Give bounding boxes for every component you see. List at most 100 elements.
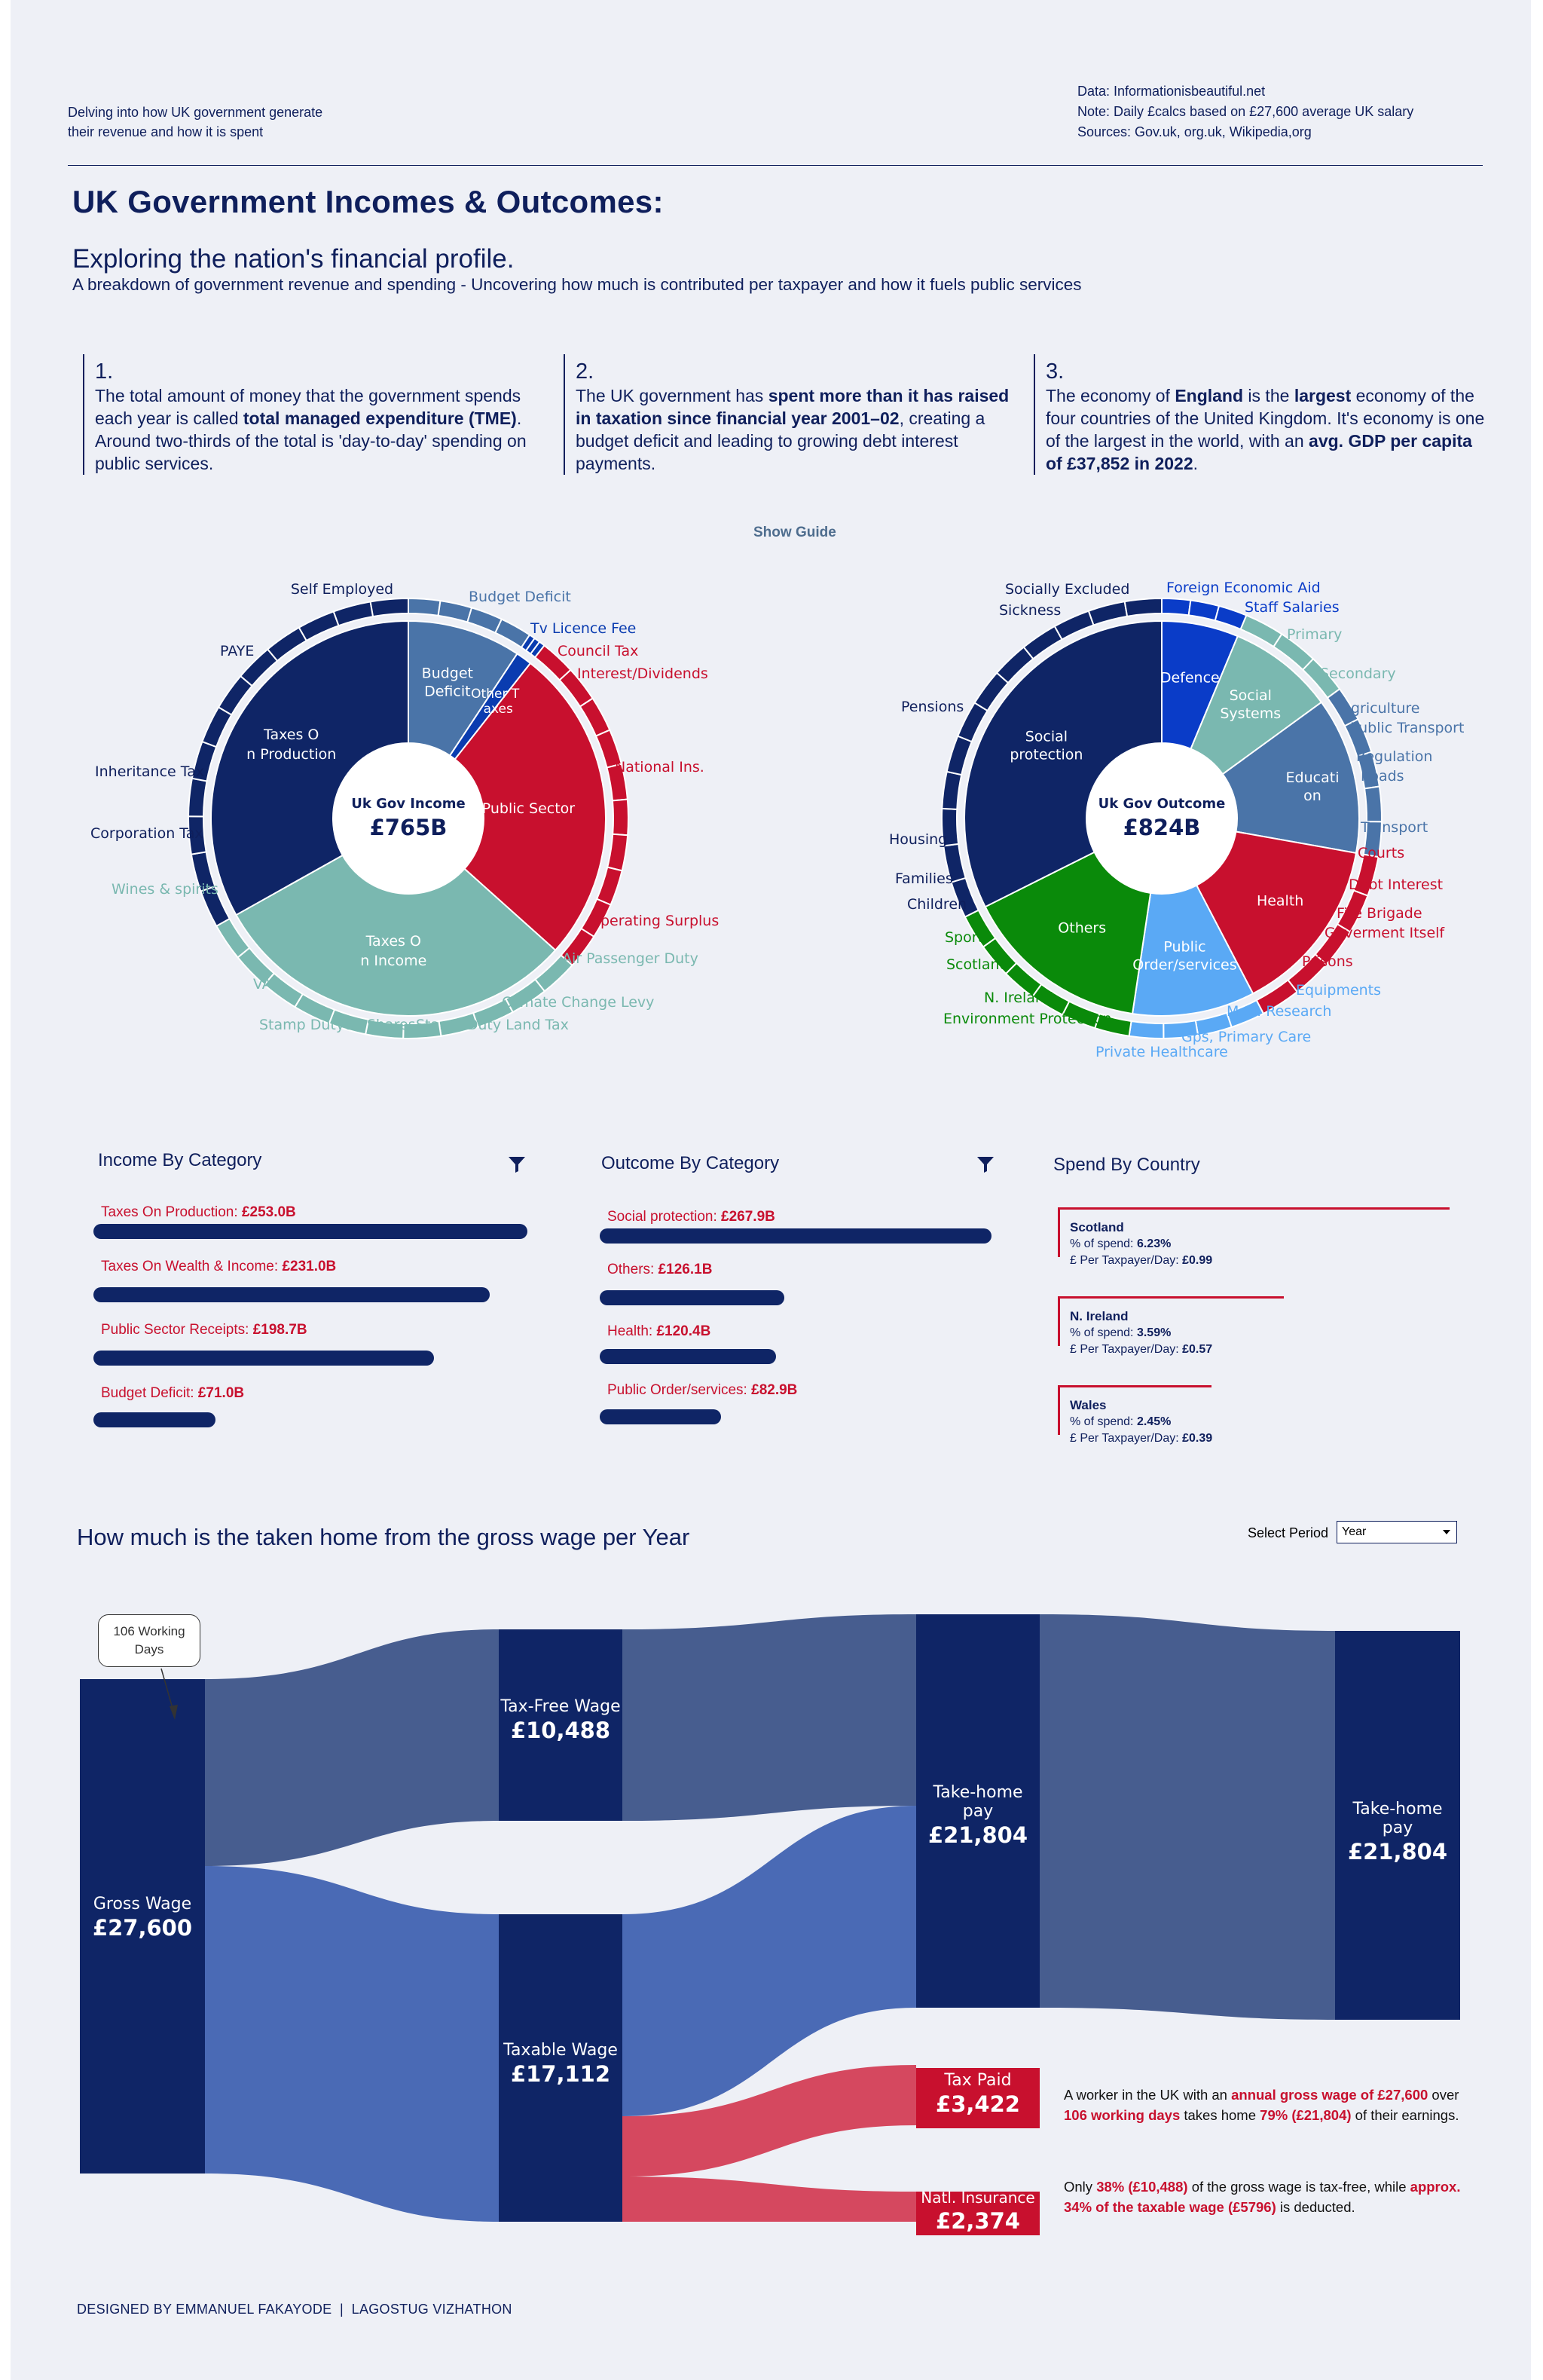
chevron-down-icon — [1443, 1530, 1450, 1534]
country-per-day: £ Per Taxpayer/Day: £0.39 — [1070, 1430, 1371, 1447]
sankey-node-gross-wage[interactable] — [80, 1679, 205, 2174]
node-name: Tax-Free Wage — [500, 1697, 621, 1716]
sunburst-outer-label: Sickness — [999, 602, 1061, 619]
note-number: 1. — [95, 359, 114, 384]
tax-paid-label: Tax Paid £3,422 — [916, 2071, 1040, 2117]
header-intro-line2: their revenue and how it is spent — [68, 124, 264, 139]
annotation-highlight: 79% (£21,804) — [1260, 2107, 1352, 2123]
chart-label: Other T — [471, 687, 520, 702]
sunburst-outer-slice[interactable] — [369, 597, 409, 618]
sunburst-outer-label: Corporation Tax — [90, 825, 203, 842]
node-name: Gross Wage — [93, 1895, 192, 1913]
sankey-node-take-home-pay-final[interactable] — [1335, 1631, 1460, 2020]
node-name: Take-home pay — [1352, 1800, 1443, 1837]
sunburst-outer-label: Courts — [1358, 845, 1404, 861]
filter-icon[interactable] — [976, 1156, 995, 1173]
chart-label: Order/services — [1132, 956, 1236, 973]
header-note: Note: Daily £calcs based on £27,600 aver… — [1077, 104, 1414, 119]
country-name: N. Ireland — [1070, 1309, 1129, 1323]
sunburst-outer-slice[interactable] — [1123, 597, 1163, 618]
node-value: £27,600 — [92, 1915, 193, 1941]
bar[interactable] — [600, 1409, 721, 1424]
sankey-node-national-insurance[interactable] — [916, 2192, 1040, 2235]
bar-label: Taxes On Wealth & Income: £231.0B — [101, 1259, 336, 1275]
sunburst-outer-label: Scotland — [946, 956, 1009, 973]
sunburst-center-label: Uk Gov Outcome — [1098, 796, 1226, 812]
node-value: £2,374 — [936, 2208, 1020, 2234]
take-home-pay-label: Take-home pay £21,804 — [916, 1783, 1040, 1848]
sunburst-outer-label: Public Transport — [1350, 720, 1464, 736]
bar-category: Others: — [607, 1262, 658, 1277]
sankey-title: How much is the taken home from the gros… — [77, 1524, 690, 1550]
sunburst-outer-label: PAYE — [220, 643, 254, 659]
sunburst-inner-slice[interactable] — [210, 619, 409, 916]
chart-label: n Production — [246, 746, 336, 763]
header-intro: Delving into how UK government generate … — [68, 102, 384, 142]
annotation-highlight: approx. 34% of the taxable wage (£5796) — [1064, 2179, 1461, 2215]
sunburst-outer-label: Interest/Dividends — [577, 665, 708, 682]
filter-icon[interactable] — [508, 1156, 526, 1173]
sankey-node-take-home-pay[interactable] — [916, 1614, 1040, 2008]
per-day-value: £0.99 — [1182, 1254, 1213, 1267]
sunburst-inner-slice[interactable] — [235, 854, 557, 1017]
bar[interactable] — [93, 1287, 490, 1302]
page-description: A breakdown of government revenue and sp… — [72, 275, 1082, 294]
chart-label: Taxes O — [365, 933, 421, 950]
page-title: UK Government Incomes & Outcomes: — [72, 184, 664, 219]
page-subtitle: Exploring the nation's financial profile… — [72, 244, 515, 274]
note-text: The total amount of money that the gover… — [95, 386, 527, 473]
sankey-link-gross-taxable — [205, 1866, 499, 2222]
sankey-link-taxfree-takehome — [622, 1614, 916, 1821]
chart-label: Educati — [1286, 769, 1340, 786]
bar[interactable] — [93, 1224, 527, 1239]
sunburst-outer-label: Stamp Dutyon Shares — [259, 1017, 416, 1033]
note-fragment: The total amount of money that the gover… — [95, 386, 521, 428]
sankey-node-taxable-wage[interactable] — [499, 1914, 622, 2222]
bar-amount: £253.0B — [241, 1204, 296, 1220]
annotation-highlight: annual gross wage of £27,600 — [1231, 2087, 1428, 2103]
bar-label: Public Order/services: £82.9B — [607, 1382, 797, 1399]
bar[interactable] — [93, 1351, 434, 1366]
sunburst-outer-label: N. Ireland — [984, 990, 1053, 1006]
note-2: 2. The UK government has spent more than… — [564, 354, 1016, 475]
sunburst-outer-label: VAT — [253, 976, 280, 993]
bar-category: Health: — [607, 1323, 657, 1339]
sunburst-outer-label: Med. Research — [1227, 1003, 1331, 1020]
sankey-node-tax-paid[interactable] — [916, 2068, 1040, 2128]
bar-amount: £126.1B — [658, 1262, 713, 1277]
chart-label: Deficit — [424, 684, 470, 700]
country-per-day: £ Per Taxpayer/Day: £0.99 — [1070, 1253, 1371, 1269]
sankey-link-gross-taxfree — [205, 1629, 499, 1866]
country-spend-bar — [1058, 1296, 1284, 1299]
spend-label: % of spend: — [1070, 1237, 1137, 1250]
country-card[interactable]: N. Ireland% of spend: 3.59% £ Per Taxpaye… — [1058, 1296, 1450, 1364]
tax-free-wage-label: Tax-Free Wage £10,488 — [499, 1697, 622, 1743]
working-days-callout: 106 Working Days — [98, 1614, 200, 1667]
annotation-fragment: A worker in the UK with an — [1064, 2087, 1232, 2103]
bar[interactable] — [600, 1290, 784, 1305]
sankey-node-tax-free-wage[interactable] — [499, 1629, 622, 1821]
bar-amount: £198.7B — [252, 1322, 307, 1338]
country-spend-pct: % of spend: 6.23% — [1070, 1236, 1371, 1253]
sunburst-outer-label: Socially Excluded — [1005, 581, 1129, 598]
sunburst-outer-label: Goverment Itself — [1325, 925, 1445, 941]
period-select[interactable]: Year — [1337, 1521, 1457, 1543]
sunburst-center-value: £765B — [370, 815, 448, 840]
show-guide-button[interactable]: Show Guide — [753, 525, 836, 540]
bar[interactable] — [93, 1412, 215, 1427]
per-day-label: £ Per Taxpayer/Day: — [1070, 1254, 1183, 1267]
annotation-fragment: is deducted. — [1276, 2199, 1355, 2215]
bar-category: Budget Deficit: — [101, 1385, 198, 1401]
country-card[interactable]: Wales% of spend: 2.45% £ Per Taxpayer/Day… — [1058, 1385, 1450, 1453]
footer-credit: DESIGNED BY EMMANUEL FAKAYODE | LAGOSTUG… — [77, 2302, 512, 2317]
per-day-label: £ Per Taxpayer/Day: — [1070, 1343, 1183, 1356]
node-value: £17,112 — [510, 2061, 611, 2087]
taxable-wage-label: Taxable Wage £17,112 — [499, 2041, 622, 2087]
sunburst-outer-label: Budget Deficit — [469, 589, 571, 605]
callout-arrow — [160, 1668, 174, 1712]
annotation-take-home: A worker in the UK with an annual gross … — [1064, 2085, 1486, 2125]
country-card[interactable]: Scotland% of spend: 6.23% £ Per Taxpayer/… — [1058, 1207, 1450, 1275]
bar[interactable] — [600, 1349, 776, 1364]
bar-label: Public Sector Receipts: £198.7B — [101, 1322, 307, 1338]
bar[interactable] — [600, 1228, 991, 1244]
